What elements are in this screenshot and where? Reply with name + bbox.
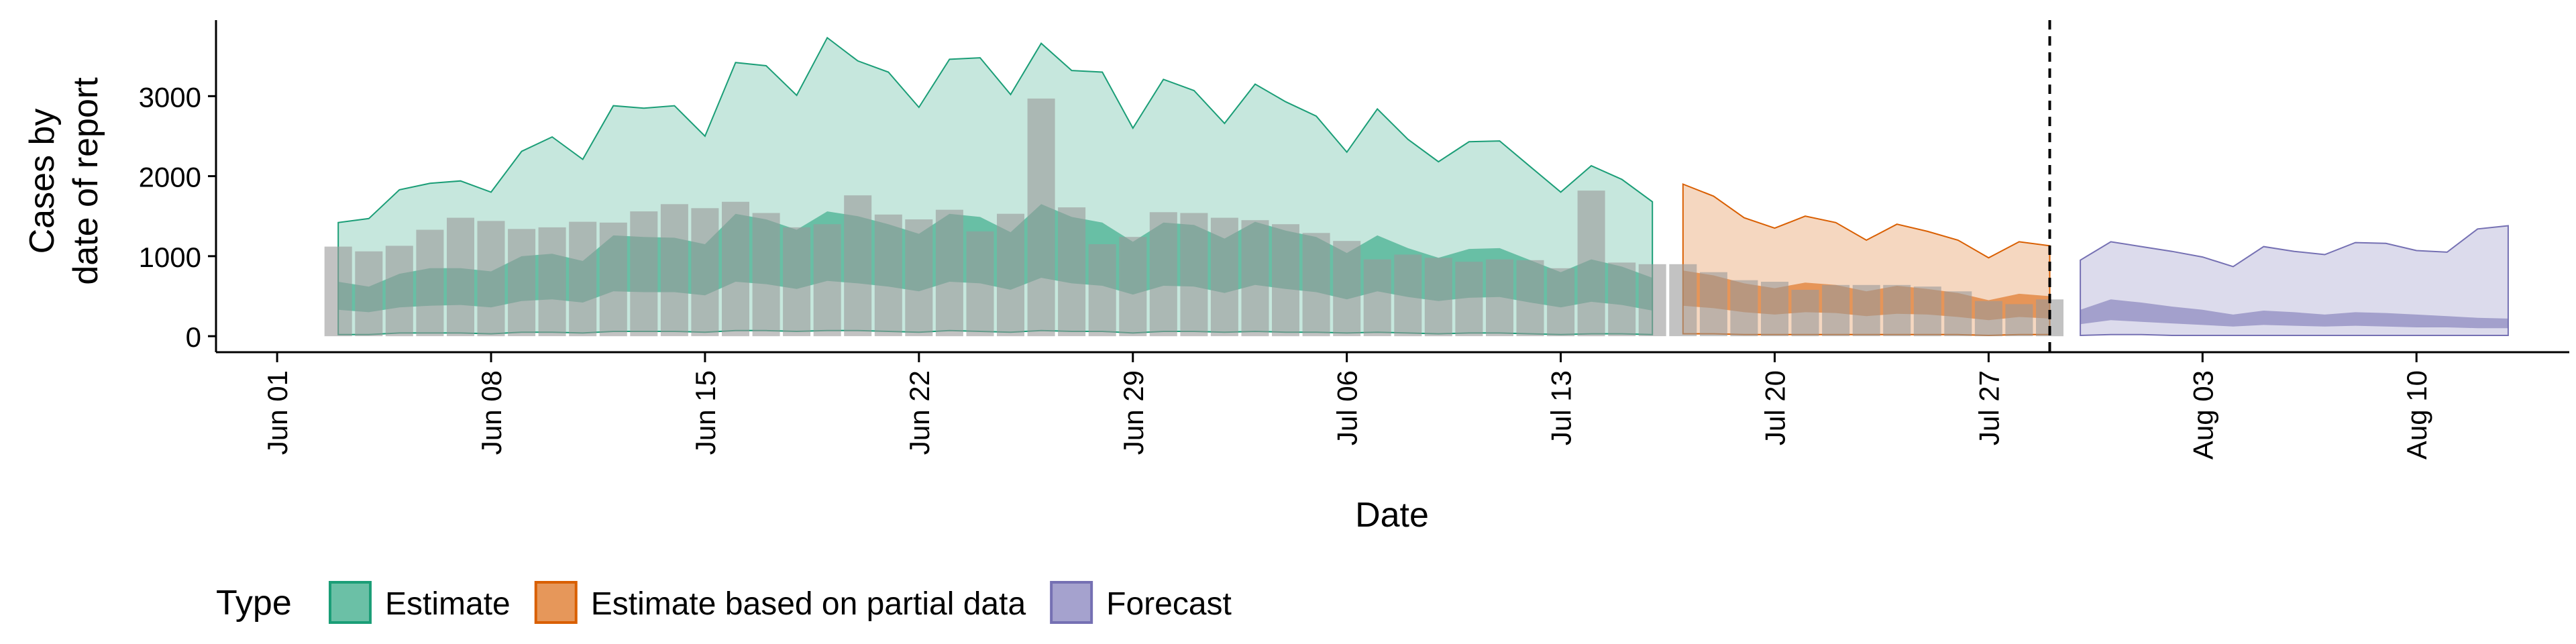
reported-cases-bar <box>1241 220 1269 337</box>
x-tick-label: Jun 22 <box>904 370 935 455</box>
y-tick-label: 2000 <box>139 162 201 193</box>
reported-cases-bar <box>1547 268 1575 337</box>
reported-cases-bar <box>1363 259 1391 337</box>
y-tick-label: 0 <box>186 321 201 353</box>
reported-cases-bar <box>1730 280 1758 337</box>
legend-swatch-forecast <box>1050 581 1093 624</box>
reported-cases-bar <box>2005 304 2033 337</box>
reported-cases-bar <box>1669 264 1697 337</box>
y-axis-label-line-1: Cases by <box>23 109 62 254</box>
reported-cases-bar <box>569 221 597 337</box>
reported-cases-bar <box>1149 212 1177 337</box>
reported-cases-bar <box>538 227 566 337</box>
reported-cases-bar <box>1455 262 1483 337</box>
reported-cases-bar <box>324 246 352 337</box>
x-tick-label: Jul 27 <box>1973 370 2004 445</box>
reported-cases-bar <box>1944 291 1972 337</box>
reported-cases-bar <box>1822 284 1850 337</box>
reported-cases-bar <box>844 195 872 337</box>
reported-cases-bar <box>660 204 688 337</box>
reported-cases-bar <box>1638 264 1666 337</box>
reported-cases-bar <box>1180 213 1208 337</box>
reported-cases-bar <box>1486 259 1513 337</box>
reported-cases-bar <box>966 231 994 337</box>
forecast-outer-band <box>2080 225 2509 337</box>
y-tick-label: 3000 <box>139 81 201 113</box>
reported-cases-bar <box>935 209 963 337</box>
reported-cases-bar <box>874 214 902 337</box>
reported-cases-bar <box>1791 290 1819 337</box>
y-axis-label-line-2: date of report <box>66 77 105 285</box>
reported-cases-bar <box>355 251 383 337</box>
reported-cases-bar <box>1333 241 1361 337</box>
reported-cases-bar <box>1761 282 1788 337</box>
reported-cases-bar <box>630 211 658 337</box>
forecast-inner-band <box>2080 299 2508 329</box>
x-tick-label: Jun 08 <box>476 370 507 455</box>
reported-cases-bar <box>1272 224 1299 337</box>
legend-label-forecast: Forecast <box>1106 586 1232 622</box>
x-tick-label: Aug 10 <box>2401 370 2432 460</box>
reported-cases-bar <box>447 217 474 337</box>
x-ticks: Jun 01 Jun 08 Jun 15 Jun 22 Jun 29 Jul 06 Jul … <box>262 352 2432 460</box>
reported-cases-bar <box>1852 284 1880 337</box>
legend: Type Estimate Estimate based on partial d… <box>216 581 1232 624</box>
reported-cases-bar <box>1577 191 1605 337</box>
legend-label-estimate-based-on-partial-data: Estimate based on partial data <box>591 586 1026 622</box>
reported-cases-bar <box>1424 258 1452 337</box>
reported-cases-bar <box>1883 284 1911 337</box>
legend-title: Type <box>216 584 292 623</box>
reported-cases-bar <box>1699 272 1727 337</box>
reported-cases-bar <box>905 219 933 337</box>
reported-cases-bar <box>1119 237 1147 337</box>
reported-cases-bar <box>1302 233 1330 337</box>
x-tick-label: Jun 15 <box>690 370 721 455</box>
x-tick-label: Jun 01 <box>262 370 293 455</box>
x-axis-label: Date <box>1355 496 1429 535</box>
legend-swatch-estimate-based-on-partial-data <box>534 581 578 624</box>
y-tick-label: 1000 <box>139 241 201 273</box>
reported-cases-bar <box>385 246 413 337</box>
bars-layer <box>324 98 2063 337</box>
reported-cases-bar <box>1394 254 1422 337</box>
reported-cases-bar <box>416 229 444 337</box>
y-ticks: 0 1000 2000 3000 <box>139 81 216 353</box>
reported-cases-bar <box>722 201 749 337</box>
reported-cases-bar <box>813 224 841 337</box>
reported-cases-bar <box>599 222 627 337</box>
x-tick-label: Jul 06 <box>1332 370 1363 445</box>
reported-cases-bar <box>1088 244 1116 337</box>
x-tick-label: Jul 13 <box>1546 370 1577 445</box>
x-tick-label: Jun 29 <box>1118 370 1149 455</box>
legend-swatch-estimate <box>329 581 372 624</box>
reported-cases-bar <box>752 213 780 337</box>
reported-cases-bar <box>1974 301 2002 337</box>
axes-layer <box>215 20 2569 354</box>
reported-cases-bar <box>508 229 536 337</box>
reported-cases-bar <box>1210 217 1238 337</box>
reported-cases-bar <box>1516 260 1544 337</box>
legend-label-estimate: Estimate <box>385 586 511 622</box>
reported-cases-bar <box>1913 286 1941 337</box>
reported-cases-bar <box>997 213 1024 337</box>
reported-cases-bar <box>691 208 719 337</box>
reported-cases-bar <box>1058 207 1086 337</box>
x-tick-label: Aug 03 <box>2187 370 2218 460</box>
x-tick-label: Jul 20 <box>1760 370 1791 445</box>
reported-cases-bar <box>1608 262 1636 337</box>
reported-cases-bar <box>1027 98 1055 337</box>
reported-cases-bar <box>783 227 811 337</box>
reported-cases-bar <box>477 221 505 337</box>
